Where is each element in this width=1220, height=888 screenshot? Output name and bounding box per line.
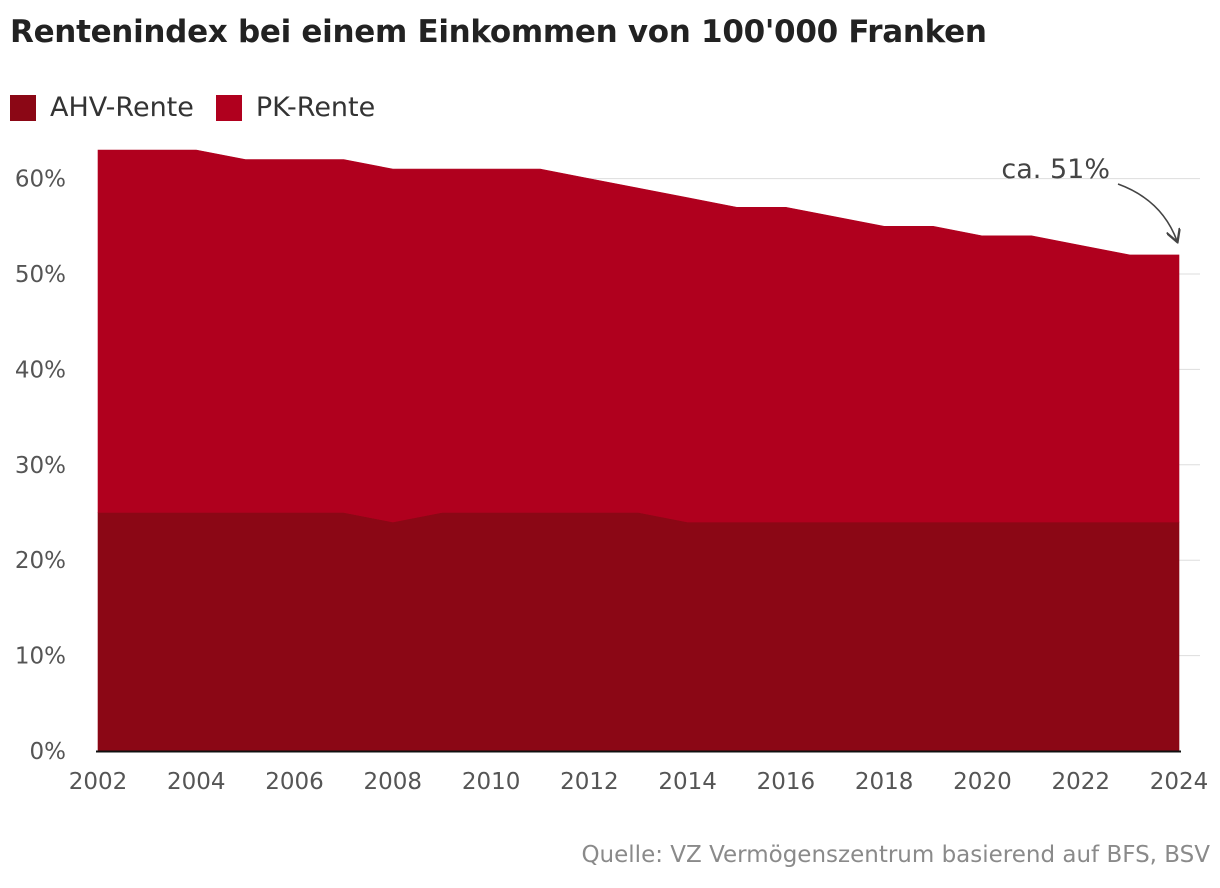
legend-label-ahv: AHV-Rente (50, 92, 194, 123)
source-note: Quelle: VZ Vermögenszentrum basierend au… (581, 842, 1210, 868)
legend-label-pk: PK-Rente (255, 92, 376, 123)
x-tick-label: 2022 (1051, 769, 1110, 795)
annotation-arrow (1117, 183, 1177, 241)
legend-item-pk[interactable]: PK-Rente (215, 92, 376, 123)
x-tick-label: 2012 (560, 769, 619, 795)
legend-swatch-ahv (10, 94, 36, 121)
y-tick-label: 50% (15, 262, 66, 288)
y-tick-label: 60% (15, 167, 66, 193)
x-tick-label: 2020 (953, 769, 1012, 795)
y-tick-label: 0% (30, 739, 67, 765)
y-tick-label: 10% (15, 644, 66, 670)
legend-swatch-pk (215, 94, 242, 121)
area-ahv (97, 512, 1180, 752)
area-pk (97, 149, 1180, 523)
x-tick-label: 2010 (462, 769, 521, 795)
legend-item-ahv[interactable]: AHV-Rente (10, 92, 194, 123)
x-tick-label: 2008 (364, 769, 423, 795)
x-tick-label: 2006 (265, 769, 324, 795)
x-tick-label: 2018 (855, 769, 914, 795)
x-tick-label: 2004 (167, 769, 226, 795)
annotation-label: ca. 51% (1001, 154, 1110, 185)
legend: AHV-Rente PK-Rente (10, 92, 397, 123)
y-tick-label: 40% (15, 357, 66, 383)
y-tick-label: 30% (15, 453, 66, 479)
x-tick-label: 2002 (69, 769, 128, 795)
x-tick-label: 2024 (1150, 769, 1209, 795)
x-tick-label: 2016 (757, 769, 816, 795)
chart-title: Rentenindex bei einem Einkommen von 100'… (10, 14, 987, 50)
x-tick-label: 2014 (658, 769, 717, 795)
y-tick-label: 20% (15, 548, 66, 574)
